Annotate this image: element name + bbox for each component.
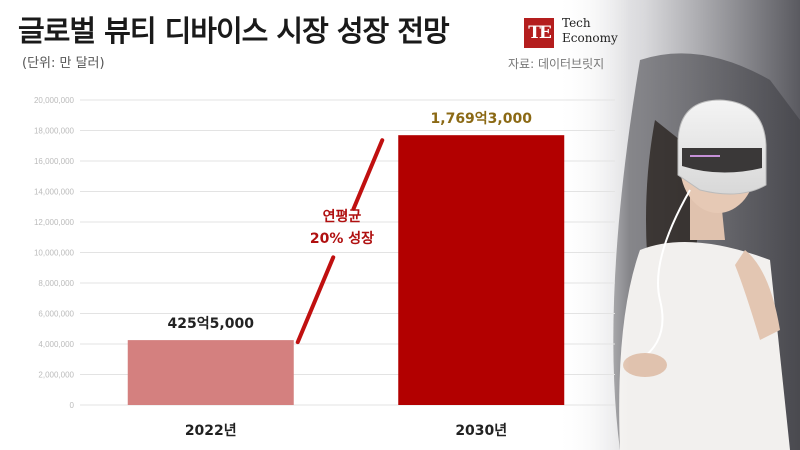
- bar-value-label: 425억5,000: [168, 316, 255, 332]
- brand-name: Tech Economy: [562, 16, 618, 45]
- y-tick-label: 16,000,000: [34, 157, 75, 166]
- y-tick-label: 12,000,000: [34, 218, 75, 227]
- y-tick-label: 20,000,000: [34, 96, 75, 105]
- growth-annotation-line1: 연평균: [323, 208, 362, 225]
- y-tick-label: 8,000,000: [38, 279, 74, 288]
- bar-value-label: 1,769억3,000: [431, 111, 533, 127]
- y-tick-label: 2,000,000: [38, 371, 74, 380]
- chart-title: 글로벌 뷰티 디바이스 시장 성장 전망: [18, 14, 450, 48]
- bar-1: [398, 135, 565, 405]
- y-tick-label: 0: [70, 401, 75, 410]
- growth-line-upper: [351, 138, 385, 211]
- growth-annotation-line2: 20% 성장: [310, 230, 374, 247]
- x-category-label: 2022년: [185, 423, 237, 439]
- tech-economy-logo: TE: [524, 18, 554, 48]
- source-label: 자료: 데이터브릿지: [508, 57, 605, 71]
- y-tick-label: 10,000,000: [34, 249, 75, 258]
- y-tick-label: 18,000,000: [34, 127, 75, 136]
- y-tick-label: 14,000,000: [34, 188, 75, 197]
- x-category-label: 2030년: [455, 423, 507, 439]
- y-tick-label: 4,000,000: [38, 340, 74, 349]
- y-tick-label: 6,000,000: [38, 310, 74, 319]
- growth-line-lower: [295, 255, 336, 345]
- unit-label: (단위: 만 달러): [22, 56, 105, 71]
- bar-0: [127, 340, 294, 405]
